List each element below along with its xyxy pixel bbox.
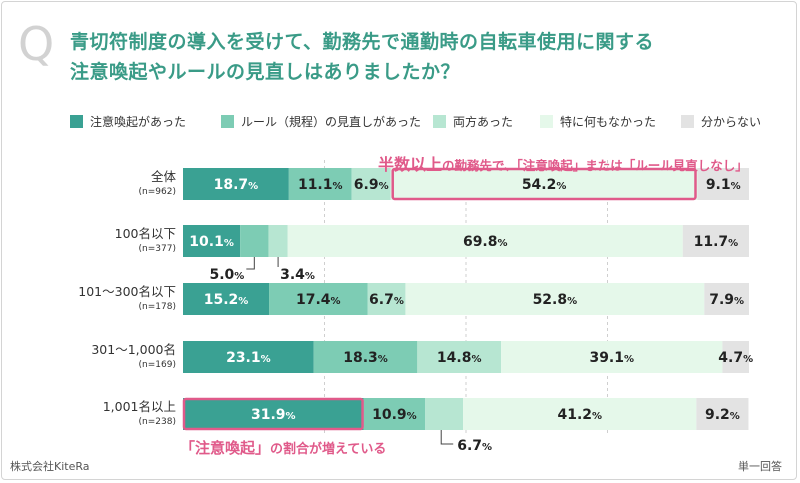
data-label: 31.9%: [251, 407, 296, 423]
callout-rest: の勤務先で、「注意喚起」または「ルール見直しなし」: [442, 158, 748, 173]
data-label: 9.1%: [706, 177, 741, 193]
data-label: 52.8%: [533, 292, 578, 308]
legend: 注意喚起があった ルール（規程）の見直しがあった 両方あった 特に何もなかった …: [70, 111, 790, 131]
data-label: 9.2%: [705, 407, 740, 423]
data-label: 6.9%: [354, 177, 389, 193]
data-label: 15.2%: [204, 292, 249, 308]
category-n-label: (n=962): [139, 187, 176, 197]
data-label: 11.7%: [694, 234, 739, 250]
data-label: 3.4%: [280, 267, 315, 283]
data-label: 41.2%: [557, 407, 602, 423]
legend-label-2: ルール（規程）の見直しがあった: [241, 114, 422, 129]
data-label: 18.7%: [214, 177, 259, 193]
company-name: 株式会社KiteRa: [10, 460, 90, 473]
bar-segment: [269, 283, 368, 315]
highlight-box: [391, 167, 697, 201]
question-mark-icon: Q: [18, 17, 55, 71]
legend-swatch-4: [540, 114, 553, 128]
legend-item-1: 注意喚起があった: [70, 111, 186, 131]
category-n-label: (n=169): [139, 360, 176, 370]
legend-item-2: ルール（規程）の見直しがあった: [221, 111, 421, 131]
bar-segment: [704, 283, 749, 315]
legend-item-5: 分からない: [681, 111, 761, 131]
bar-segment: [351, 168, 391, 200]
chart-title: 青切符制度の導入を受けて、勤務先で通勤時の自転車使用に関する 注意喚起やルールの…: [70, 27, 790, 87]
bar-segment: [363, 398, 426, 430]
data-label: 69.8%: [463, 234, 508, 250]
bar-segment: [183, 398, 364, 430]
legend-label-4: 特に何もなかった: [560, 114, 657, 129]
data-label: 17.4%: [296, 292, 341, 308]
data-label: 18.3%: [343, 350, 388, 366]
title-line-1: 青切符制度の導入を受けて、勤務先で通勤時の自転車使用に関する: [70, 31, 655, 53]
legend-swatch-3: [433, 114, 446, 128]
legend-swatch-1: [70, 114, 83, 128]
data-label: 4.7%: [718, 350, 753, 366]
bottom-annotation: 「注意喚起」の割合が増えている: [180, 437, 386, 458]
bar-segment: [682, 225, 749, 257]
category-label: 1,001名以上: [103, 399, 176, 414]
bar-segment: [287, 225, 683, 257]
bar-segment: [463, 398, 697, 430]
leader-line: [440, 430, 454, 445]
data-label: 6.7%: [369, 292, 404, 308]
data-label: 39.1%: [589, 350, 634, 366]
legend-swatch-2: [221, 114, 234, 128]
bar-segment: [425, 398, 464, 430]
category-label: 101～300名以下: [78, 284, 176, 299]
bar-segment: [288, 168, 352, 200]
bar-segment: [183, 283, 270, 315]
bottom-annotation-big: 「注意喚起」: [180, 439, 271, 457]
callout-annotation: 半数以上の勤務先で、「注意喚起」または「ルール見直しなし」: [378, 151, 748, 175]
category-label: 全体: [151, 169, 177, 184]
legend-label-3: 両方あった: [453, 114, 514, 129]
category-n-label: (n=377): [139, 244, 176, 254]
category-n-label: (n=178): [139, 302, 176, 312]
bar-segment: [501, 341, 723, 373]
bar-segment: [417, 341, 502, 373]
category-n-label: (n=238): [139, 417, 176, 427]
title-line-2: 注意喚起やルールの見直しはありましたか？: [70, 61, 461, 83]
legend-label-1: 注意喚起があった: [90, 114, 187, 129]
legend-swatch-5: [681, 114, 694, 128]
callout-prefix: 半数以上: [378, 155, 443, 174]
highlight-box: [182, 397, 364, 431]
bar-segment: [390, 168, 698, 200]
bar-segment: [183, 168, 289, 200]
category-label: 301～1,000名: [91, 342, 176, 357]
answer-type: 単一回答: [738, 460, 782, 473]
data-label: 5.0%: [209, 267, 244, 283]
bar-segment: [183, 225, 241, 257]
data-label: 54.2%: [522, 177, 567, 193]
data-label: 14.8%: [437, 350, 482, 366]
bottom-annotation-rest: の割合が増えている: [270, 442, 387, 457]
data-label: 10.1%: [189, 234, 234, 250]
data-label: 6.7%: [457, 438, 492, 454]
leader-line: [246, 257, 255, 270]
data-label: 10.9%: [372, 407, 417, 423]
bar-segment: [183, 341, 314, 373]
bar-segment: [722, 341, 749, 373]
legend-item-3: 両方あった: [433, 111, 513, 131]
data-label: 7.9%: [709, 292, 744, 308]
bar-segment: [697, 168, 749, 200]
legend-label-5: 分からない: [701, 114, 762, 129]
bar-segment: [268, 225, 288, 257]
bar-segment: [696, 398, 749, 430]
data-label: 23.1%: [226, 350, 271, 366]
bar-segment: [367, 283, 406, 315]
bar-segment: [313, 341, 418, 373]
bar-segment: [405, 283, 705, 315]
category-label: 100名以下: [115, 226, 176, 241]
data-label: 11.1%: [298, 177, 343, 193]
legend-item-4: 特に何もなかった: [540, 111, 656, 131]
bar-segment: [240, 225, 269, 257]
